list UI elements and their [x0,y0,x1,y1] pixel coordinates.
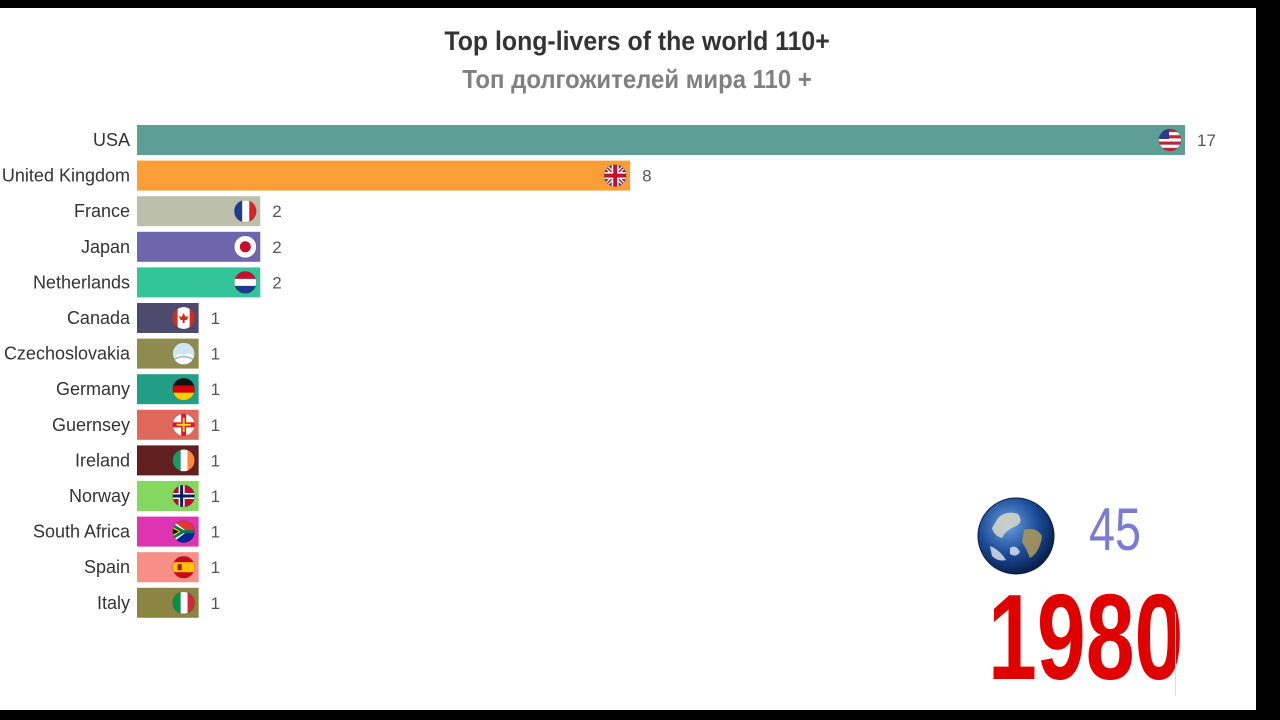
earth-globe-icon [977,497,1055,575]
year-label: 1980 [988,569,1184,705]
value-label: 1 [211,594,220,613]
category-label: Italy [97,593,130,613]
france-flag-icon [233,199,257,223]
value-label: 2 [272,238,281,257]
canada-flag-icon [172,306,196,330]
ireland-flag-icon [172,448,196,472]
norway-flag-icon [172,484,196,508]
italy-flag-icon [172,591,196,615]
value-label: 1 [211,523,220,542]
chart-subtitle: Топ долгожителей мира 110 + [462,64,812,94]
category-label: France [74,201,130,221]
category-label: Spain [84,557,130,577]
uk-flag-icon [603,164,627,188]
value-label: 1 [211,345,220,364]
value-label: 8 [642,167,651,186]
value-label: 1 [211,309,220,328]
category-label: Japan [81,237,130,257]
value-label: 2 [272,273,281,292]
japan-flag-icon [233,235,257,259]
bar [137,160,631,191]
usa-flag-icon [1158,128,1182,152]
total-count: 45 [1088,496,1142,563]
category-label: Ireland [75,450,130,470]
category-label: Netherlands [33,272,130,292]
guernsey-flag-icon [172,413,196,437]
category-label: Canada [67,308,131,328]
value-label: 2 [272,202,281,221]
chart-stage: Top long-livers of the world 110+ Топ до… [0,8,1256,710]
category-label: Norway [69,486,130,506]
category-label: United Kingdom [2,166,130,186]
divider [1175,612,1176,696]
value-label: 1 [211,487,220,506]
category-label: Czechoslovakia [4,344,131,364]
value-label: 1 [211,380,220,399]
value-label: 1 [211,558,220,577]
south-africa-flag-icon [172,520,196,543]
value-label: 17 [1197,131,1216,150]
bar-chart: USA 17 United Kingdom 8 France 2 Japan 2 Netherl… [2,125,1216,618]
category-label: Guernsey [52,415,130,435]
netherlands-flag-icon [233,270,257,294]
spain-flag-icon [172,555,196,579]
germany-flag-icon [172,377,196,401]
category-label: South Africa [33,522,131,542]
category-label: Germany [56,379,130,399]
czechoslovakia-flag-icon [172,342,196,366]
chart-title: Top long-livers of the world 110+ [444,26,830,56]
value-label: 1 [211,416,220,435]
category-label: USA [93,130,130,150]
bar [137,125,1185,155]
value-label: 1 [211,451,220,470]
